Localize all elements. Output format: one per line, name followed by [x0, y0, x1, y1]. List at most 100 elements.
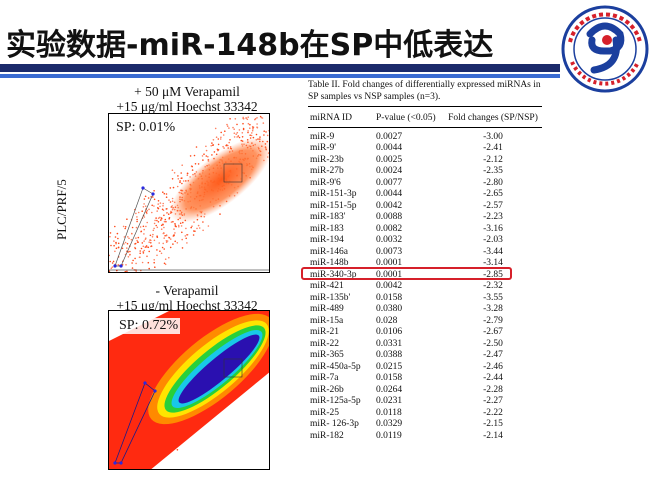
- table-header: miRNA ID P-value (<0.05) Fold changes (S…: [308, 111, 542, 125]
- cell-fold-change: -3.14: [483, 258, 503, 269]
- cell-p-value: 0.0388: [376, 350, 403, 361]
- table-row: miR-183' 0.0088 -2.23: [308, 212, 542, 224]
- cell-mirna-id: miR-25: [310, 407, 340, 418]
- highlight-box-mir-148b: [301, 267, 512, 280]
- cell-mirna-id: miR-125a-5p: [310, 396, 361, 407]
- panel-top-title-line2: +15 μg/ml Hoechst 33342: [116, 99, 258, 114]
- cell-mirna-id: miR-135b': [310, 292, 351, 303]
- cell-fold-change: -2.03: [483, 235, 503, 246]
- cell-mirna-id: miR-421: [310, 281, 344, 292]
- cell-mirna-id: miR-340-3p: [310, 269, 357, 280]
- cell-p-value: 0.0215: [376, 361, 403, 372]
- cell-fold-change: -3.44: [483, 246, 503, 257]
- table-row: miR-151-3p 0.0044 -2.65: [308, 189, 542, 201]
- cell-mirna-id: miR-26b: [310, 384, 344, 395]
- cell-p-value: 0.0044: [376, 189, 403, 200]
- table-row: miR-9 0.0027 -3.00: [308, 131, 542, 143]
- table-row: miR- 126-3p 0.0329 -2.15: [308, 419, 542, 431]
- panel-top-title-line1: + 50 μM Verapamil: [134, 84, 240, 99]
- title-underline-light: [0, 74, 560, 78]
- cell-mirna-id: miR-489: [310, 304, 344, 315]
- cell-p-value: 0.0073: [376, 246, 403, 257]
- cell-fold-change: -2.41: [483, 143, 503, 154]
- cell-p-value: 0.0032: [376, 235, 403, 246]
- table-row: miR-365 0.0388 -2.47: [308, 350, 542, 362]
- cell-mirna-id: miR-9': [310, 143, 336, 154]
- table-row: miR-182 0.0119 -2.14: [308, 430, 542, 442]
- cell-mirna-id: miR-450a-5p: [310, 361, 361, 372]
- cell-p-value: 0.0082: [376, 223, 403, 234]
- header-mirna-id: miRNA ID: [310, 113, 352, 123]
- cell-fold-change: -2.27: [483, 396, 503, 407]
- cell-mirna-id: miR-9'6: [310, 177, 341, 188]
- cell-mirna-id: miR-23b: [310, 154, 344, 165]
- flow-plot-top: SP: 0.01%: [108, 113, 270, 273]
- cell-mirna-id: miR-146a: [310, 246, 348, 257]
- cell-p-value: 0.0380: [376, 304, 403, 315]
- slide-title: 实验数据-miR-148b在SP中低表达: [6, 28, 494, 63]
- cell-p-value: 0.0106: [376, 327, 403, 338]
- panel-bottom-title-line2: +15 μg/ml Hoechst 33342: [116, 298, 258, 313]
- table-row: miR-21 0.0106 -2.67: [308, 327, 542, 339]
- table-row: miR-15a 0.028 -2.79: [308, 315, 542, 327]
- table-row: miR-9' 0.0044 -2.41: [308, 143, 542, 155]
- cell-p-value: 0.028: [376, 315, 398, 326]
- cell-p-value: 0.0077: [376, 177, 403, 188]
- cell-fold-change: -2.47: [483, 350, 503, 361]
- cell-mirna-id: miR-9: [310, 131, 335, 142]
- cell-p-value: 0.0024: [376, 166, 403, 177]
- table-row: miR-183 0.0082 -3.16: [308, 223, 542, 235]
- cell-fold-change: -2.14: [483, 430, 503, 441]
- cell-p-value: 0.0158: [376, 292, 403, 303]
- cell-fold-change: -3.28: [483, 304, 503, 315]
- table-row: miR-23b 0.0025 -2.12: [308, 154, 542, 166]
- cell-fold-change: -2.12: [483, 154, 503, 165]
- cell-p-value: 0.0118: [376, 407, 402, 418]
- cell-mirna-id: miR-148b: [310, 258, 349, 269]
- table-caption: Table II. Fold changes of differentially…: [308, 80, 541, 102]
- cell-fold-change: -2.28: [483, 384, 503, 395]
- cell-mirna-id: miR-151-5p: [310, 200, 357, 211]
- cell-p-value: 0.0001: [376, 269, 403, 280]
- cell-p-value: 0.0044: [376, 143, 403, 154]
- cell-fold-change: -3.55: [483, 292, 503, 303]
- table-row: miR-194 0.0032 -2.03: [308, 235, 542, 247]
- y-axis-label: PLC/PRF/5: [54, 179, 69, 240]
- table-row: miR-489 0.0380 -3.28: [308, 304, 542, 316]
- cell-mirna-id: miR- 126-3p: [310, 419, 359, 430]
- cell-mirna-id: miR-21: [310, 327, 340, 338]
- header-fold-change: Fold changes (SP/NSP): [448, 113, 538, 123]
- cell-fold-change: -2.65: [483, 189, 503, 200]
- panel-top-title: + 50 μM Verapamil +15 μg/ml Hoechst 3334…: [82, 84, 292, 114]
- cell-mirna-id: miR-365: [310, 350, 344, 361]
- table-row: miR-25 0.0118 -2.22: [308, 407, 542, 419]
- cell-mirna-id: miR-27b: [310, 166, 344, 177]
- cell-fold-change: -2.67: [483, 327, 503, 338]
- table-row: miR-450a-5p 0.0215 -2.46: [308, 361, 542, 373]
- cell-p-value: 0.0025: [376, 154, 403, 165]
- cell-p-value: 0.0001: [376, 258, 403, 269]
- mirna-table: Table II. Fold changes of differentially…: [308, 80, 542, 442]
- panel-bottom-title-line1: - Verapamil: [155, 283, 219, 298]
- cell-fold-change: -2.57: [483, 200, 503, 211]
- flow-plot-bottom: SP: 0.72%: [108, 310, 270, 470]
- cell-mirna-id: miR-183': [310, 212, 346, 223]
- cell-p-value: 0.0042: [376, 281, 403, 292]
- table-row: miR-146a 0.0073 -3.44: [308, 246, 542, 258]
- cell-fold-change: -2.79: [483, 315, 503, 326]
- cell-mirna-id: miR-7a: [310, 373, 339, 384]
- cell-p-value: 0.0329: [376, 419, 403, 430]
- cell-mirna-id: miR-183: [310, 223, 344, 234]
- table-row: miR-421 0.0042 -2.32: [308, 281, 542, 293]
- cell-p-value: 0.0158: [376, 373, 403, 384]
- cell-fold-change: -2.23: [483, 212, 503, 223]
- cell-fold-change: -2.22: [483, 407, 503, 418]
- table-row: miR-26b 0.0264 -2.28: [308, 384, 542, 396]
- cell-fold-change: -2.44: [483, 373, 503, 384]
- cell-fold-change: -2.50: [483, 338, 503, 349]
- sp-label-bottom: SP: 0.72%: [117, 318, 181, 334]
- cell-p-value: 0.0264: [376, 384, 403, 395]
- table-row: miR-27b 0.0024 -2.35: [308, 166, 542, 178]
- table-row: miR-7a 0.0158 -2.44: [308, 373, 542, 385]
- cell-fold-change: -2.32: [483, 281, 503, 292]
